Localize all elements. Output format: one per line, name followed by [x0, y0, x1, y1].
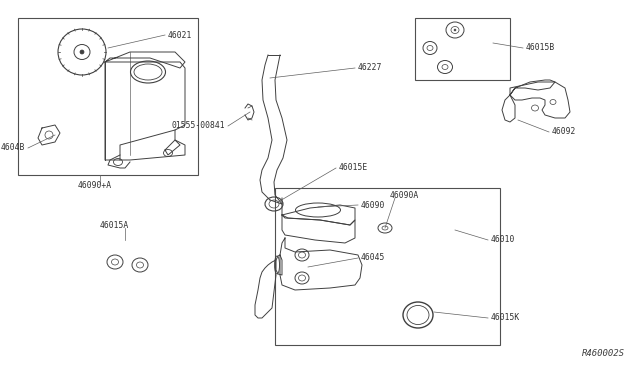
- Ellipse shape: [454, 29, 456, 31]
- Text: 46090A: 46090A: [390, 192, 419, 201]
- Text: 01555-00841: 01555-00841: [172, 122, 225, 131]
- Ellipse shape: [80, 50, 84, 54]
- Text: 46090: 46090: [361, 201, 385, 209]
- Text: R460002S: R460002S: [582, 349, 625, 358]
- Bar: [18, 18, 198, 175]
- Text: 46015A: 46015A: [100, 221, 129, 230]
- Text: 46090+A: 46090+A: [78, 182, 112, 190]
- Text: 46021: 46021: [168, 31, 193, 39]
- Text: 46092: 46092: [552, 128, 577, 137]
- Bar: [415, 18, 510, 80]
- Text: 4604B: 4604B: [1, 144, 25, 153]
- Text: 46015E: 46015E: [339, 164, 368, 173]
- Text: 46227: 46227: [358, 64, 382, 73]
- Text: 46010: 46010: [491, 235, 515, 244]
- Text: 46015B: 46015B: [526, 44, 556, 52]
- Bar: [275, 188, 500, 345]
- Text: 46015K: 46015K: [491, 314, 520, 323]
- Text: 46045: 46045: [361, 253, 385, 263]
